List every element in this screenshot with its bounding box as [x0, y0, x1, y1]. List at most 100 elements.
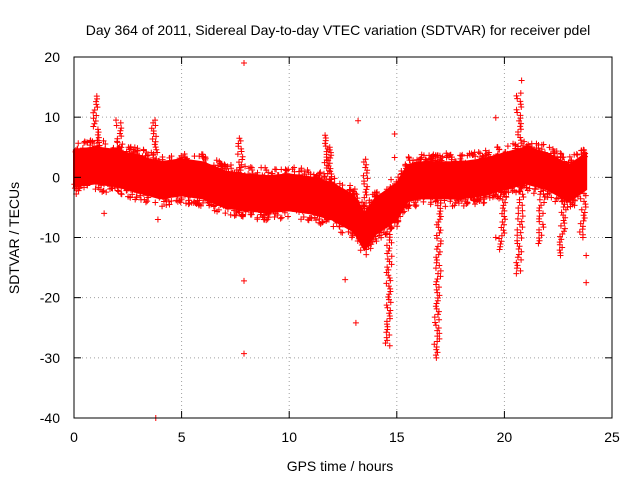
- data-point: [345, 228, 352, 235]
- data-point: [442, 203, 449, 210]
- data-point: [328, 170, 335, 177]
- data-point: [211, 207, 218, 214]
- data-point: [118, 184, 125, 191]
- data-point: [362, 164, 369, 171]
- x-tick-label: 5: [178, 429, 186, 445]
- data-point: [436, 191, 443, 198]
- data-point: [196, 153, 203, 160]
- data-point: [517, 267, 524, 274]
- data-point: [383, 186, 390, 193]
- data-point: [501, 213, 508, 220]
- data-point: [257, 175, 264, 182]
- data-point: [385, 220, 392, 227]
- data-point: [277, 215, 284, 222]
- data-point: [482, 147, 489, 154]
- data-point: [322, 184, 329, 191]
- data-point: [364, 208, 371, 215]
- data-point: [510, 140, 517, 147]
- data-point: [374, 228, 381, 235]
- data-point: [115, 144, 122, 151]
- data-point: [152, 144, 159, 151]
- data-point: [434, 243, 441, 250]
- data-point: [470, 197, 477, 204]
- data-point: [116, 130, 123, 137]
- data-point: [185, 197, 192, 204]
- data-point: [339, 229, 346, 236]
- data-point: [355, 235, 362, 242]
- data-point: [532, 182, 539, 189]
- data-point: [511, 187, 518, 194]
- data-point: [405, 153, 412, 160]
- data-point: [483, 158, 490, 165]
- data-point: [420, 198, 427, 205]
- data-point: [232, 212, 239, 219]
- data-point: [273, 166, 280, 173]
- data-point: [94, 104, 101, 111]
- data-point: [364, 183, 371, 190]
- data-point: [516, 159, 523, 166]
- data-point: [532, 186, 539, 193]
- data-point: [514, 226, 521, 233]
- data-point: [363, 191, 370, 198]
- data-point: [90, 123, 97, 130]
- data-point: [545, 188, 552, 195]
- data-point: [365, 232, 372, 239]
- data-point: [434, 152, 441, 159]
- data-point: [494, 152, 501, 159]
- data-point: [519, 202, 526, 209]
- data-point: [580, 149, 587, 156]
- data-point: [253, 173, 260, 180]
- data-point: [134, 145, 141, 152]
- data-point: [438, 194, 445, 201]
- series-SDTVAR: [71, 60, 590, 421]
- data-point: [208, 201, 215, 208]
- data-point: [433, 286, 440, 293]
- data-point: [178, 196, 185, 203]
- data-point: [311, 175, 318, 182]
- data-point: [248, 211, 255, 218]
- data-point: [362, 189, 369, 196]
- data-point: [353, 232, 360, 239]
- data-point: [370, 236, 377, 243]
- data-point: [259, 213, 266, 220]
- data-point: [480, 200, 487, 207]
- data-point: [433, 322, 440, 329]
- data-point: [431, 314, 438, 321]
- data-point: [437, 208, 444, 215]
- data-point: [101, 181, 108, 188]
- data-point: [95, 129, 102, 136]
- data-point: [513, 92, 520, 99]
- data-point: [337, 229, 344, 236]
- data-point: [167, 159, 174, 166]
- data-point: [377, 193, 384, 200]
- data-point: [437, 267, 444, 274]
- data-point: [113, 122, 120, 129]
- data-point: [144, 198, 151, 205]
- data-point: [162, 196, 169, 203]
- data-point: [477, 158, 484, 165]
- data-point: [95, 142, 102, 149]
- data-point: [516, 199, 523, 206]
- data-point: [317, 169, 324, 176]
- data-point: [213, 157, 220, 164]
- data-point: [353, 191, 360, 198]
- data-point: [539, 180, 546, 187]
- data-point: [174, 192, 181, 199]
- data-point: [102, 141, 109, 148]
- data-point: [285, 173, 292, 180]
- data-point: [79, 145, 86, 152]
- data-point: [374, 193, 381, 200]
- data-point: [271, 214, 278, 221]
- data-point: [561, 225, 568, 232]
- data-point: [549, 146, 556, 153]
- data-point: [227, 211, 234, 218]
- data-point: [581, 215, 588, 222]
- data-point: [91, 140, 98, 147]
- data-point: [241, 350, 248, 357]
- data-point: [363, 200, 370, 207]
- data-point: [358, 242, 365, 249]
- data-point: [159, 203, 166, 210]
- data-point: [472, 160, 479, 167]
- data-point: [342, 276, 349, 283]
- data-point: [517, 229, 524, 236]
